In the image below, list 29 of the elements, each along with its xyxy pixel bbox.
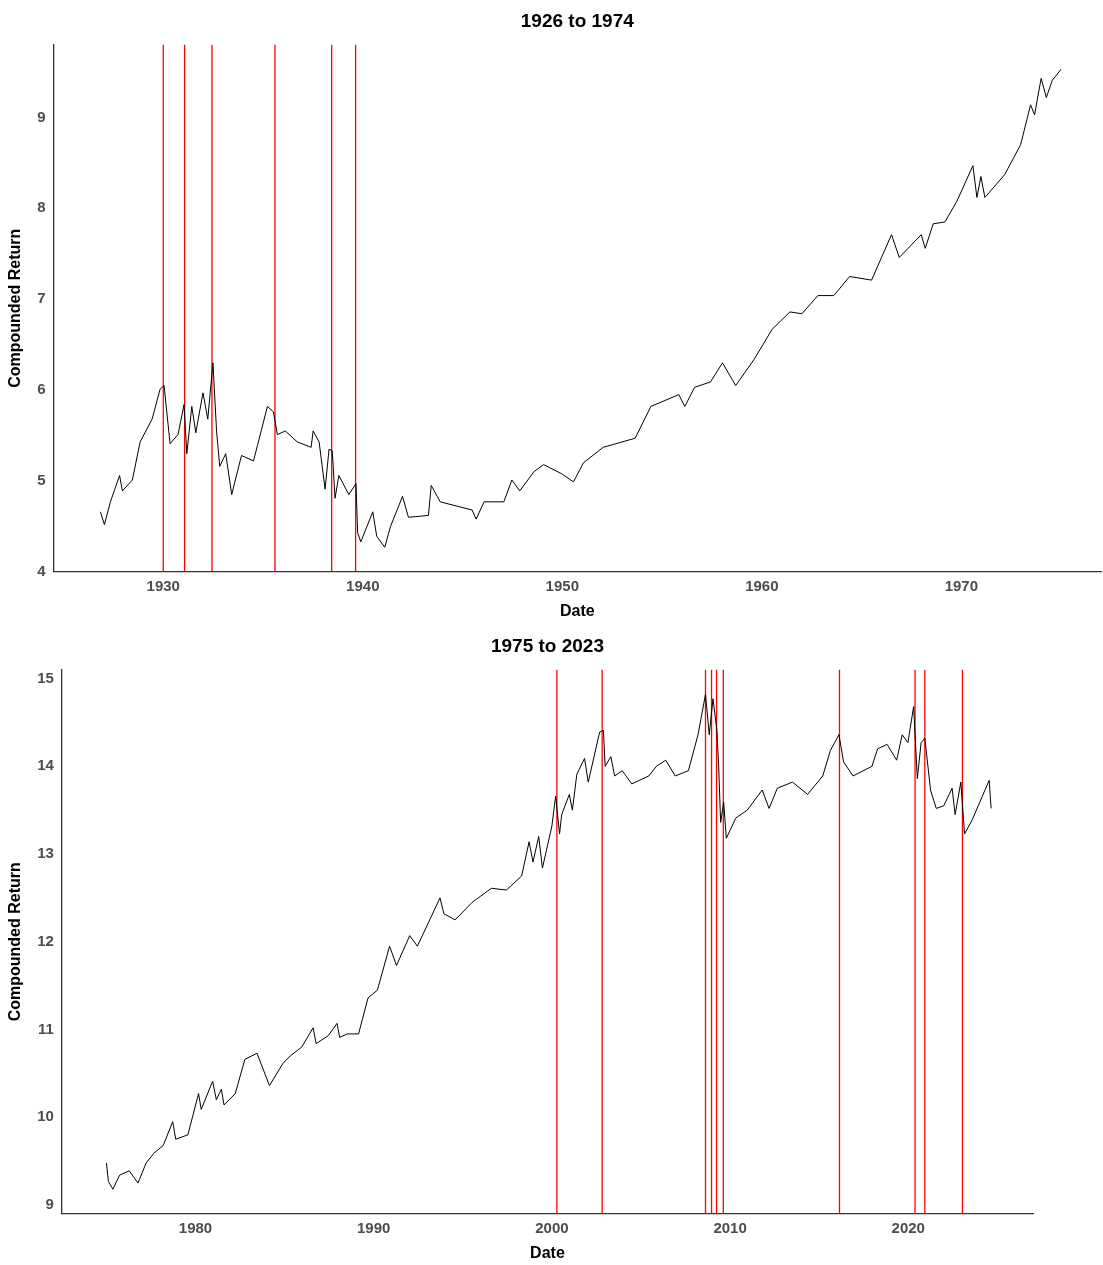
- y-axis-title: Compounded Return: [6, 862, 24, 1022]
- x-tick-label: 2000: [535, 1218, 569, 1236]
- y-tick-label: 14: [37, 756, 55, 774]
- y-tick-label: 4: [37, 561, 47, 579]
- y-tick-label: 5: [37, 471, 46, 489]
- y-tick-label: 9: [45, 1195, 54, 1213]
- x-tick-label: 1950: [545, 576, 579, 594]
- y-tick-label: 13: [37, 844, 54, 862]
- x-tick-label: 1980: [178, 1218, 213, 1236]
- x-tick-label: 1970: [944, 576, 979, 594]
- chart-title: 1975 to 2023: [490, 634, 604, 656]
- y-tick-label: 15: [37, 668, 54, 686]
- x-axis-title: Date: [559, 601, 595, 619]
- x-tick-label: 2010: [713, 1218, 747, 1236]
- x-tick-label: 1930: [146, 576, 180, 594]
- y-tick-label: 7: [37, 289, 46, 307]
- x-tick-label: 2020: [891, 1218, 925, 1236]
- x-tick-label: 1940: [346, 576, 380, 594]
- y-axis-title: Compounded Return: [6, 228, 24, 388]
- x-tick-label: 1990: [357, 1218, 391, 1236]
- y-tick-label: 9: [37, 107, 46, 125]
- y-tick-label: 6: [37, 380, 46, 398]
- y-tick-label: 11: [38, 1019, 54, 1037]
- x-tick-label: 1960: [745, 576, 779, 594]
- y-tick-label: 12: [37, 931, 54, 949]
- y-tick-label: 10: [37, 1107, 54, 1125]
- x-axis-title: Date: [530, 1243, 565, 1261]
- y-tick-label: 8: [37, 198, 46, 216]
- chart-title: 1926 to 1974: [520, 9, 635, 31]
